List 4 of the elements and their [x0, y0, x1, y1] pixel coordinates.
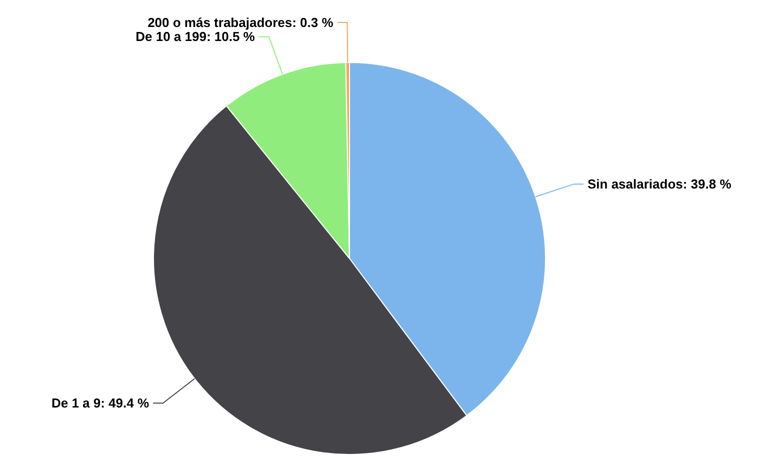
slice-label: De 10 a 199: 10.5 %: [136, 29, 256, 44]
slice-label: De 1 a 9: 49.4 %: [51, 396, 150, 411]
slice-label: Sin asalariados: 39.8 %: [587, 176, 732, 192]
slice-label: 200 o más trabajadores: 0.3 %: [148, 15, 334, 30]
